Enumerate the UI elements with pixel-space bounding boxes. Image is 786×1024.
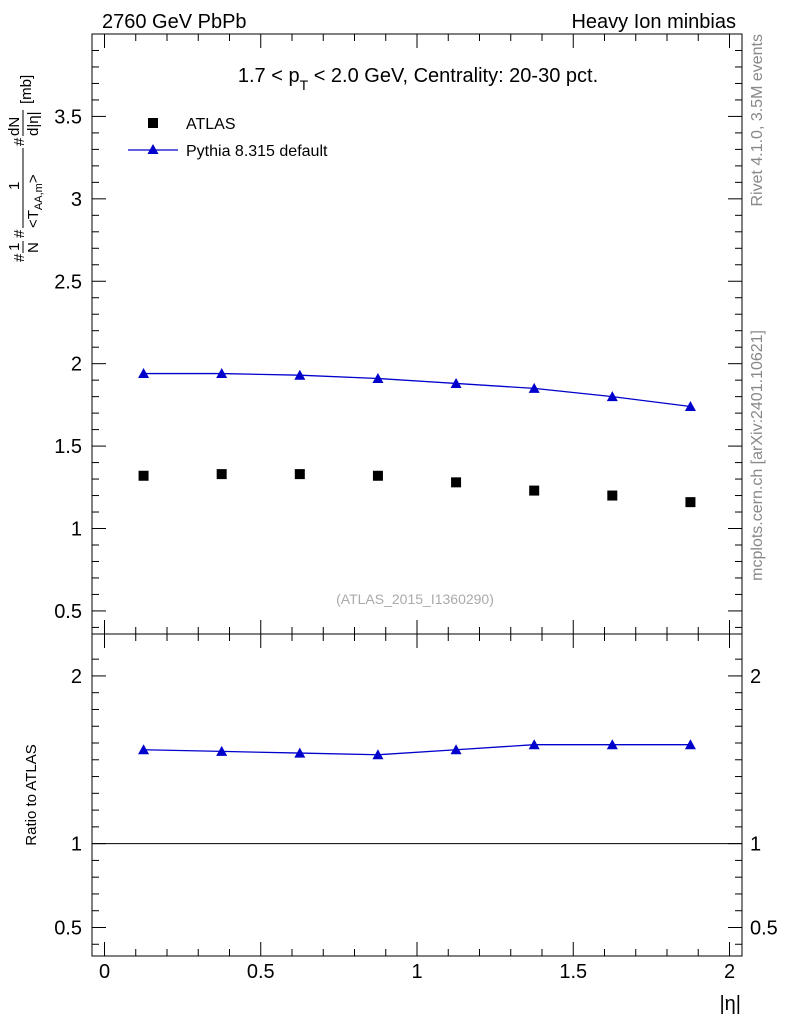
- ylabel-lt: <T: [25, 210, 42, 228]
- main-y-tick-labels: 0.5 1 1.5 2 2.5 3 3.5: [54, 106, 82, 623]
- header-left: 2760 GeV PbPb: [102, 11, 247, 33]
- main-y-axis-label: # 1 N # 1 <TAA,m> # dN d|η| [mb]: [6, 75, 45, 262]
- ratio-y-tick-label: 1: [71, 834, 82, 856]
- x-tick-label: 0.5: [247, 961, 275, 983]
- ratio-data-point: [216, 745, 228, 756]
- ratio-axis-ticks: [92, 634, 742, 956]
- ratio-data-point: [606, 739, 618, 750]
- ylabel-hash-1: #: [11, 253, 28, 262]
- atlas-data-point: [529, 485, 540, 496]
- legend-pythia-label: Pythia 8.315 default: [186, 143, 328, 160]
- x-tick-label: 1: [411, 961, 422, 983]
- atlas-data-point: [685, 497, 696, 508]
- header-right: Heavy Ion minbias: [571, 11, 736, 33]
- plot-title-pre: 1.7 < p: [238, 65, 300, 87]
- pythia-data-point: [216, 368, 228, 379]
- ylabel-unit: [mb]: [18, 75, 35, 104]
- pythia-series-line: [143, 372, 691, 408]
- main-y-tick-label: 0.5: [54, 601, 82, 623]
- ratio-y-tick-label-right: 1: [750, 834, 761, 856]
- ratio-y-tick-label-right: 0.5: [750, 917, 778, 939]
- ratio-y-tick-label-right: 2: [750, 666, 761, 688]
- ratio-y-axis-label: Ratio to ATLAS: [23, 744, 40, 845]
- main-axis-ticks: [92, 34, 742, 634]
- ratio-plot-frame: [91, 633, 743, 957]
- ratio-data-point: [684, 739, 696, 750]
- pythia-data-point: [450, 377, 462, 388]
- x-tick-label: 1.5: [559, 961, 587, 983]
- analysis-watermark: (ATLAS_2015_I1360290): [336, 591, 494, 607]
- pythia-data-point: [138, 368, 150, 379]
- main-y-tick-label: 1: [71, 519, 82, 541]
- ratio-y-tick-labels: 0.5 0.5 1 1 2 2: [54, 666, 778, 940]
- ratio-y-tick-label: 2: [71, 666, 82, 688]
- pythia-data-point: [684, 401, 696, 412]
- plot-title: 1.7 < pT < 2.0 GeV, Centrality: 20-30 pc…: [238, 65, 598, 93]
- ratio-data-point: [294, 747, 306, 758]
- atlas-data-point: [216, 469, 227, 480]
- main-data-marks: [138, 368, 696, 508]
- side-text-bottom: mcplots.cern.ch [arXiv:2401.10621]: [749, 330, 766, 581]
- main-y-tick-label: 3.5: [54, 106, 82, 128]
- main-y-tick-label: 3: [71, 189, 82, 211]
- ratio-series-line: [143, 744, 691, 756]
- x-tick-label: 0: [99, 961, 110, 983]
- atlas-data-point: [294, 469, 305, 480]
- ratio-data-marks: [138, 739, 696, 760]
- ylabel-one-2: 1: [6, 182, 23, 190]
- main-y-tick-label: 2: [71, 354, 82, 376]
- x-axis-label: |η|: [719, 993, 741, 1015]
- x-tick-labels: 0 0.5 1 1.5 2: [99, 961, 735, 983]
- ylabel-one-1: 1: [6, 243, 23, 251]
- plot-title-post: < 2.0 GeV, Centrality: 20-30 pct.: [308, 65, 598, 87]
- legend-atlas-marker: [148, 118, 158, 128]
- atlas-data-point: [138, 470, 149, 481]
- atlas-data-point: [372, 470, 383, 481]
- ylabel-dN: dN: [6, 117, 23, 136]
- main-y-tick-label: 2.5: [54, 271, 82, 293]
- pythia-data-point: [294, 369, 306, 380]
- ylabel-N: N: [25, 242, 42, 253]
- side-text-top: Rivet 4.1.0, 3.5M events: [749, 34, 766, 207]
- ratio-data-point: [372, 749, 384, 760]
- legend-atlas-label: ATLAS: [186, 116, 236, 133]
- atlas-data-point: [451, 477, 462, 488]
- pythia-data-point: [372, 373, 384, 384]
- pythia-data-point: [528, 382, 540, 393]
- pythia-data-point: [606, 391, 618, 402]
- x-tick-label: 2: [724, 961, 735, 983]
- ratio-data-point: [528, 739, 540, 750]
- ylabel-T-group: <TAA,m>: [25, 174, 45, 228]
- plot-title-sub: T: [300, 77, 309, 93]
- ylabel-sub: AA,m: [33, 183, 45, 210]
- ylabel-hash-3: #: [11, 137, 28, 146]
- main-panel: 0.5 1 1.5 2 2.5 3 3.5 1.7 < pT < 2.0 GeV, Cent…: [54, 33, 743, 635]
- ratio-data-point: [450, 744, 462, 755]
- main-y-tick-label: 1.5: [54, 436, 82, 458]
- ylabel-deta: d|η|: [25, 112, 42, 136]
- legend-pythia-marker: [147, 144, 159, 154]
- ratio-y-tick-label: 0.5: [54, 917, 82, 939]
- ratio-data-point: [138, 744, 150, 755]
- ratio-panel: 0.5 0.5 1 1 2 2 0 0.5 1 1.5 2: [54, 633, 778, 983]
- ylabel-gt: >: [25, 174, 42, 183]
- ylabel-hash-2: #: [11, 229, 28, 238]
- atlas-data-point: [607, 490, 618, 501]
